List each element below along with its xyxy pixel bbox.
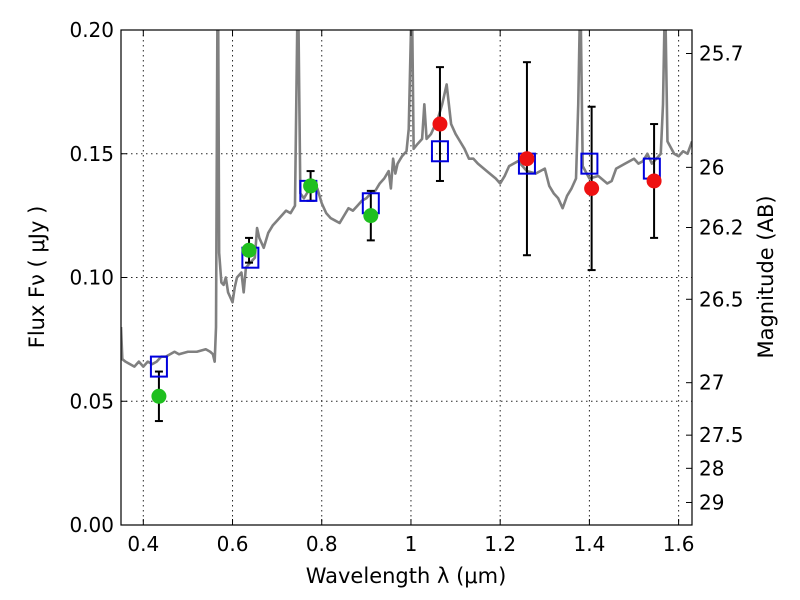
right-tick-label: 25.7 bbox=[699, 42, 744, 66]
model-photometry-square bbox=[580, 152, 599, 175]
x-tick-label: 0.8 bbox=[306, 532, 338, 556]
right-tick-label: 27 bbox=[699, 371, 724, 395]
x-tick-label: 0.6 bbox=[217, 532, 249, 556]
right-tick-label: 28 bbox=[699, 456, 724, 480]
x-tick-label: 1.2 bbox=[484, 532, 516, 556]
observed-flux-point bbox=[432, 116, 448, 132]
observed-flux-point bbox=[151, 388, 167, 404]
x-tick-label: 0.4 bbox=[127, 532, 159, 556]
right-tick-label: 26 bbox=[699, 155, 724, 179]
model-photometry-square bbox=[430, 140, 449, 163]
model-photometry-square bbox=[149, 355, 168, 378]
x-tick-label: 1.6 bbox=[663, 532, 695, 556]
right-tick-label: 26.2 bbox=[699, 216, 744, 240]
observed-flux-point bbox=[363, 208, 379, 224]
y-tick-label: 0.20 bbox=[69, 18, 114, 42]
right-axis-label: Magnitude (AB) bbox=[754, 195, 778, 358]
x-tick-label: 1.4 bbox=[573, 532, 605, 556]
right-tick-label: 29 bbox=[699, 490, 724, 514]
y-tick-label: 0.15 bbox=[69, 142, 114, 166]
spectrum-line bbox=[121, 30, 692, 368]
right-tick-label: 26.5 bbox=[699, 287, 744, 311]
y-tick-label: 0.10 bbox=[69, 266, 114, 290]
grid bbox=[121, 30, 692, 525]
observed-flux-point bbox=[303, 178, 319, 194]
observed-flux-point bbox=[241, 242, 257, 258]
y-tick-label: 0.05 bbox=[69, 389, 114, 413]
x-tick-label: 1 bbox=[405, 532, 418, 556]
observed-flux-point bbox=[584, 180, 600, 196]
observed-flux-point bbox=[646, 173, 662, 189]
observed-flux-point bbox=[519, 151, 535, 167]
y-axis-label: Flux Fν ( μJy ) bbox=[25, 206, 49, 349]
data-markers bbox=[149, 61, 662, 423]
right-tick-label: 27.5 bbox=[699, 423, 744, 447]
model-spectrum-layer bbox=[121, 30, 692, 368]
y-tick-label: 0.00 bbox=[69, 513, 114, 537]
x-axis-label: Wavelength λ (μm) bbox=[306, 564, 507, 588]
axis-ticks: 0.4 0.6 0.8 1 1.2 1.4 1.6 0.00 0.05 0.10 0.15 0.20 2… bbox=[69, 18, 743, 556]
